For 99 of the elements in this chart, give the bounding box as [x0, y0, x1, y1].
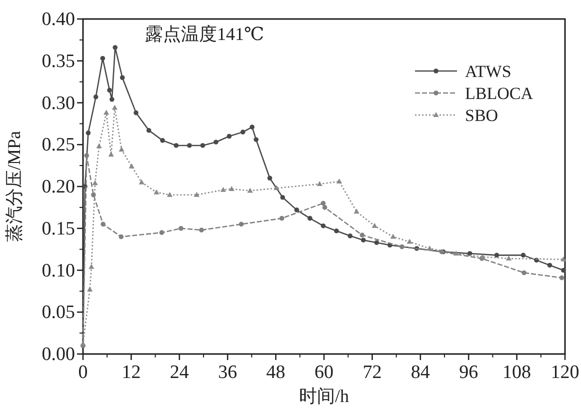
point — [138, 179, 144, 184]
point — [336, 178, 342, 184]
x-tick-label: 108 — [502, 362, 532, 383]
point — [187, 143, 192, 148]
point — [308, 216, 312, 221]
x-tick-label: 84 — [410, 362, 430, 383]
point — [267, 176, 272, 181]
y-tick-label: 0.05 — [42, 302, 75, 324]
point — [559, 275, 564, 280]
point — [547, 262, 552, 268]
point — [560, 268, 566, 273]
point — [87, 286, 93, 292]
y-tick-label: 0.35 — [42, 50, 75, 72]
point — [100, 222, 106, 227]
y-tick-label: 0.25 — [42, 134, 75, 156]
point — [96, 143, 102, 148]
point — [88, 264, 94, 269]
x-tick-label: 24 — [170, 362, 190, 383]
point — [159, 230, 164, 235]
annotation: 露点温度141℃ — [145, 24, 264, 44]
point — [92, 180, 98, 186]
point — [112, 45, 118, 50]
point — [506, 256, 512, 261]
point — [372, 222, 378, 228]
point — [199, 228, 204, 232]
x-tick-label: 36 — [218, 362, 238, 383]
x-tick-label: 72 — [362, 362, 382, 383]
point — [320, 200, 326, 206]
point — [93, 94, 98, 100]
point — [322, 205, 328, 210]
point — [274, 185, 280, 190]
point — [214, 140, 218, 145]
y-tick-label: 0.40 — [42, 9, 75, 30]
point — [560, 256, 566, 262]
point — [374, 240, 380, 246]
point — [86, 130, 91, 136]
y-tick-label: 0.15 — [42, 218, 75, 240]
point — [178, 226, 184, 231]
point — [354, 208, 360, 214]
legend-label: ATWS — [465, 62, 512, 81]
point — [128, 163, 134, 168]
point — [406, 238, 412, 244]
point — [226, 134, 232, 139]
point — [247, 188, 253, 193]
point — [220, 186, 226, 192]
y-tick-label: 0.20 — [42, 176, 75, 198]
point — [228, 186, 234, 192]
point — [348, 234, 353, 238]
y-axis-title: 蒸汽分压/MPa — [4, 130, 24, 242]
point — [103, 110, 110, 115]
point — [480, 254, 486, 259]
point — [84, 153, 90, 158]
x-tick-label: 12 — [122, 362, 141, 383]
point — [107, 88, 112, 93]
point — [174, 143, 179, 148]
y-tick-label: 0.30 — [42, 92, 75, 114]
point — [194, 192, 200, 197]
point — [200, 143, 206, 148]
point — [400, 244, 404, 250]
point — [110, 97, 114, 102]
x-axis-title: 时间/h — [298, 386, 350, 406]
x-tick-label: 60 — [314, 362, 334, 383]
legend-label: LBLOCA — [465, 84, 534, 103]
point — [108, 152, 114, 157]
point — [294, 208, 300, 212]
point — [238, 222, 244, 227]
y-tick-label: 0.10 — [42, 260, 75, 282]
point — [250, 124, 254, 130]
point — [118, 234, 124, 240]
point — [280, 194, 286, 200]
point — [494, 252, 500, 258]
x-tick-label: 48 — [266, 362, 286, 383]
point — [316, 180, 322, 186]
legend-label: SBO — [465, 106, 498, 125]
point — [120, 75, 125, 80]
point — [118, 146, 124, 152]
x-tick-label: 120 — [550, 362, 580, 383]
point — [390, 234, 396, 239]
point — [426, 245, 432, 250]
point — [146, 128, 152, 133]
point — [100, 56, 106, 61]
point — [240, 130, 246, 134]
point — [160, 138, 165, 143]
point — [166, 192, 173, 197]
point — [360, 232, 365, 238]
point — [334, 228, 339, 234]
point — [134, 110, 138, 116]
point — [154, 189, 160, 194]
point — [520, 252, 526, 258]
point — [320, 223, 326, 228]
x-tick-label: 0 — [78, 362, 88, 383]
point — [360, 238, 366, 242]
point — [453, 250, 459, 256]
point — [522, 270, 526, 276]
point — [112, 104, 118, 110]
point — [279, 216, 284, 221]
y-tick-label: 0.00 — [42, 344, 75, 365]
x-tick-label: 96 — [459, 362, 478, 383]
point — [254, 137, 259, 142]
